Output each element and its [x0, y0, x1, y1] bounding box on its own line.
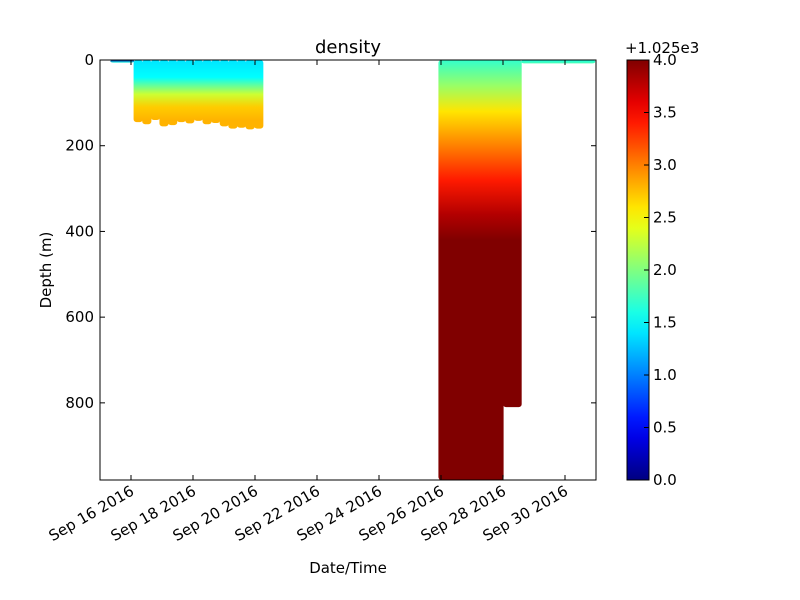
- y-tick-label: 600: [65, 308, 94, 326]
- colorbar-tick-label: 1.0: [653, 366, 677, 384]
- profile-bar-shallow-early: [133, 60, 143, 123]
- colorbar-tick-label: 1.5: [653, 314, 677, 332]
- profile-bar-shallow-early: [211, 60, 221, 123]
- profile-bar-shallow-early: [168, 60, 178, 126]
- plot-frame: [99, 59, 597, 481]
- profile-bar-shallow-early: [236, 60, 247, 128]
- profile-bar-shallow-early: [254, 60, 264, 129]
- plot-marks: [110, 60, 596, 480]
- profile-bar-shallow-early: [185, 60, 195, 124]
- profile-bar-deep-a: [438, 60, 504, 480]
- profile-bar-shallow-early: [150, 60, 161, 120]
- profile-bar-shallow-early: [219, 60, 229, 127]
- profile-bar-shallow-early: [228, 60, 238, 129]
- profile-bar-shallow-early: [245, 60, 255, 130]
- y-tick-label: 400: [65, 222, 94, 240]
- profile-bar-deep-b: [503, 60, 522, 408]
- chart-title: density: [315, 37, 381, 58]
- profile-bar-shallow-early: [159, 60, 169, 127]
- y-axis: 0 200 400 600 800: [65, 51, 596, 412]
- colorbar-tick-label: 2.0: [653, 261, 677, 279]
- colorbar-tick-label: 2.5: [653, 209, 677, 227]
- colorbar-tick-label: 3.5: [653, 104, 677, 122]
- profile-bar-shallow-early: [202, 60, 212, 125]
- colorbar-tick-label: 0.0: [653, 471, 677, 489]
- profile-bar-shallow-early: [176, 60, 186, 123]
- colorbar-tick-label: 0.5: [653, 419, 677, 437]
- y-axis-title: Depth (m): [37, 232, 55, 309]
- x-axis-title: Date/Time: [309, 559, 387, 577]
- profile-bar-shallow-early: [142, 60, 152, 125]
- profile-bar-surface-late: [521, 60, 596, 64]
- colorbar-tick-label: 4.0: [653, 51, 677, 69]
- y-tick-label: 200: [65, 137, 94, 155]
- colorbar-tick-label: 3.0: [653, 156, 677, 174]
- y-tick-label: 0: [84, 51, 94, 69]
- y-tick-label: 800: [65, 394, 94, 412]
- profile-bar-shallow-early: [193, 60, 204, 121]
- colorbar-offset-label: +1.025e3: [625, 39, 699, 57]
- colorbar-axis: 0.0 0.5 1.0 1.5 2.0 2.5 3.0 3.5 4.0: [644, 51, 677, 489]
- profile-bar-surface-early: [110, 60, 135, 63]
